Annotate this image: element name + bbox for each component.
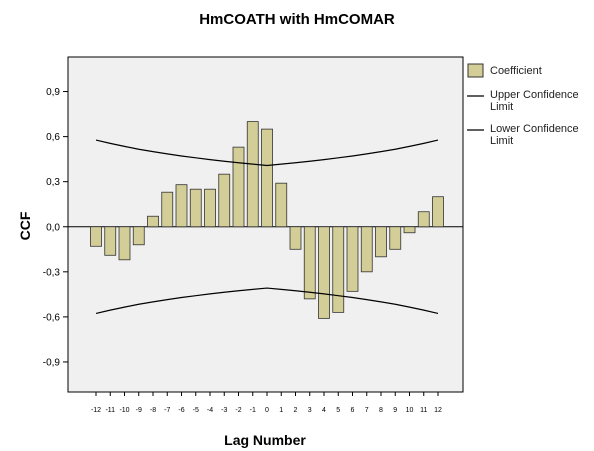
bar <box>432 196 444 228</box>
bar <box>218 173 231 228</box>
legend-label: Lower Confidence Limit <box>490 123 579 147</box>
legend-swatch <box>467 63 484 78</box>
bar <box>417 211 430 228</box>
y-tick-label: 0,9 <box>46 87 60 98</box>
x-tick-label: -8 <box>150 407 156 414</box>
bar <box>289 226 302 250</box>
confidence-line <box>95 287 439 315</box>
bar <box>175 184 188 228</box>
y-tick-label: 0,3 <box>46 177 60 188</box>
x-tick-label: 2 <box>294 407 298 414</box>
y-tick-label: 0,6 <box>46 132 60 143</box>
x-tick-label: -10 <box>119 407 129 414</box>
x-tick-label: -12 <box>91 407 101 414</box>
x-tick-label: -6 <box>178 407 184 414</box>
y-tick-label: -0,3 <box>43 267 61 278</box>
x-tick-label: -1 <box>250 407 256 414</box>
bar <box>346 226 359 292</box>
x-tick-label: 6 <box>351 407 355 414</box>
bar <box>318 226 330 319</box>
bar <box>332 226 345 313</box>
legend-label: Coefficient <box>490 65 542 77</box>
confidence-line <box>95 139 439 167</box>
y-tick-label: -0,9 <box>43 357 61 368</box>
bar <box>375 226 387 258</box>
x-tick-label: -4 <box>207 407 213 414</box>
x-tick-label: 11 <box>420 407 427 414</box>
bar <box>132 226 145 246</box>
bar <box>161 191 174 228</box>
bar <box>147 215 159 228</box>
bar <box>232 146 245 228</box>
bar <box>104 226 117 256</box>
x-tick-label: 0 <box>265 407 269 414</box>
x-tick-label: 3 <box>308 407 312 414</box>
x-tick-label: 1 <box>279 407 283 414</box>
x-tick-label: -5 <box>193 407 199 414</box>
bar <box>246 121 259 228</box>
x-tick-label: 12 <box>434 407 442 414</box>
x-tick-label: 8 <box>379 407 383 414</box>
bar <box>189 188 202 228</box>
bar <box>118 226 131 261</box>
bar <box>389 226 402 250</box>
bar <box>90 226 102 247</box>
x-tick-label: 9 <box>393 407 397 414</box>
y-tick-label: -0,6 <box>43 312 61 323</box>
x-tick-label: -7 <box>164 407 170 414</box>
x-tick-label: -11 <box>105 407 115 414</box>
x-tick-label: -9 <box>136 407 142 414</box>
bar <box>303 226 316 300</box>
x-tick-label: -2 <box>235 407 241 414</box>
x-tick-label: -3 <box>221 407 227 414</box>
bar <box>360 226 373 273</box>
y-axis-label: CCF <box>17 211 33 240</box>
bar <box>261 128 273 228</box>
bar <box>275 182 288 228</box>
x-axis-label: Lag Number <box>224 432 306 448</box>
x-tick-label: 5 <box>336 407 340 414</box>
x-tick-label: 4 <box>322 407 326 414</box>
y-tick-label: 0,0 <box>46 222 60 233</box>
bar <box>403 226 416 234</box>
x-tick-label: 10 <box>406 407 414 414</box>
bar <box>204 188 216 228</box>
legend-label: Upper Confidence Limit <box>490 89 579 113</box>
x-tick-label: 7 <box>365 407 369 414</box>
chart-title: HmCOATH with HmCOMAR <box>199 11 395 28</box>
